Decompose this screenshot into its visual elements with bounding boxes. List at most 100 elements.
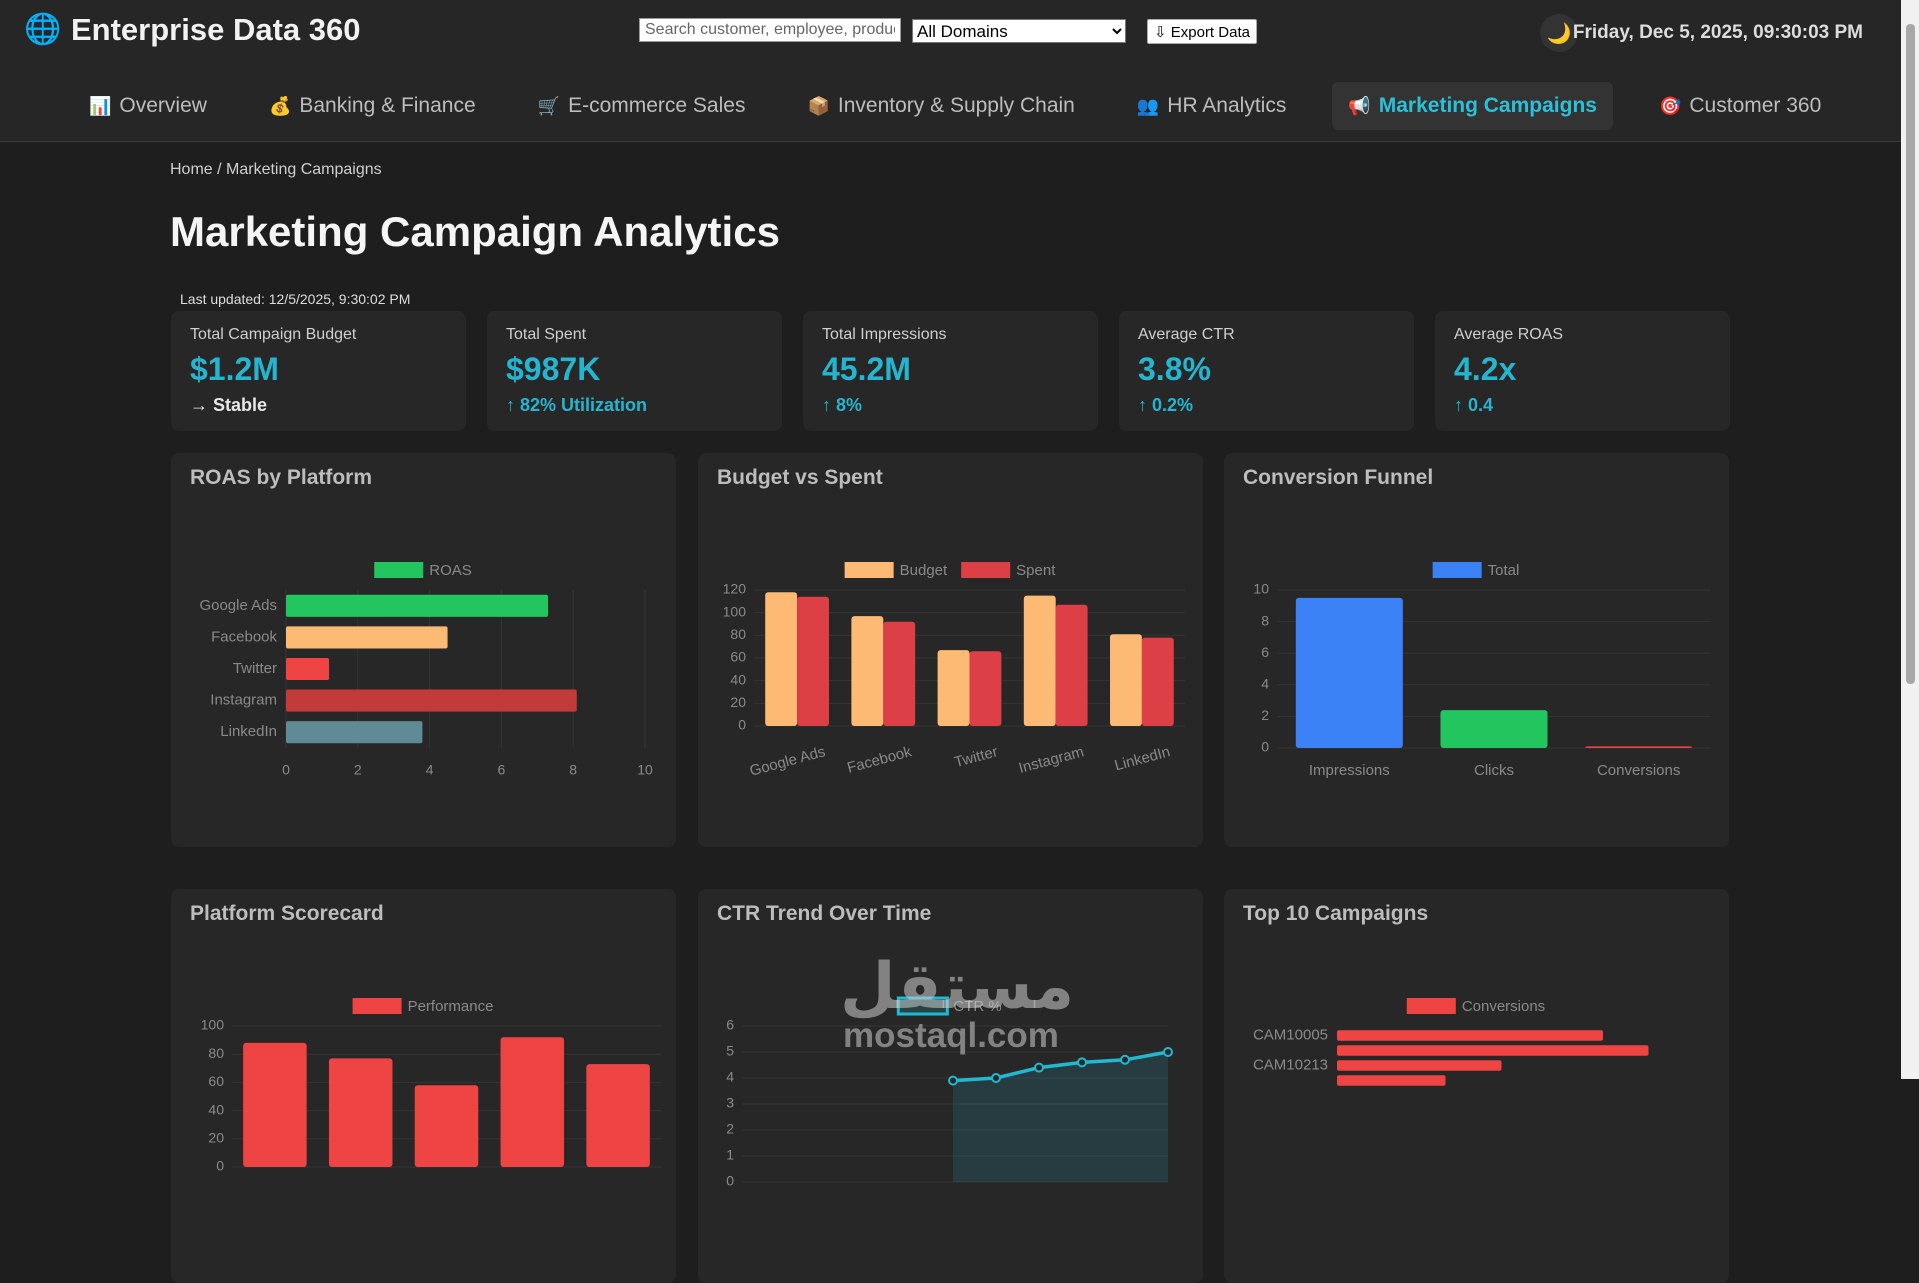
nav-label[interactable]: Banking & Finance	[299, 94, 476, 117]
y-tick-label: 0	[726, 1173, 734, 1189]
dashboard: 🌐 Enterprise Data 360 All Domains ⇩ Expo…	[0, 0, 1919, 1189]
bar	[1023, 595, 1056, 726]
kpi-delta: ↑ 82% Utilization	[506, 395, 648, 415]
nav-icon[interactable]: 👥	[1136, 95, 1160, 116]
y-tick-label: 4	[726, 1069, 734, 1085]
bar	[1110, 634, 1142, 726]
nav-label[interactable]: Inventory & Supply Chain	[837, 94, 1075, 117]
nav-tab[interactable]: 🛒 E-commerce Sales	[522, 82, 762, 130]
bar	[1337, 1030, 1603, 1041]
y-tick-label: 0	[216, 1158, 224, 1174]
bar	[969, 651, 1002, 726]
y-tick-label: 100	[723, 603, 747, 619]
x-tick-label: LinkedIn	[1113, 743, 1172, 774]
point	[1077, 1057, 1087, 1068]
x-tick-label: Twitter	[952, 743, 999, 771]
nav-label[interactable]: Marketing Campaigns	[1378, 94, 1597, 117]
y-tick-label: Twitter	[233, 660, 277, 677]
kpi-delta: ↑ 0.2%	[1138, 395, 1194, 415]
breadcrumb: Home / Marketing Campaigns	[170, 161, 382, 178]
bar	[286, 594, 549, 617]
chart: Total 0 2 4 6 8 10 Impressions Clicks Conversions	[1253, 562, 1711, 779]
nav-tab[interactable]: 📊 Overview	[73, 82, 223, 130]
nav-tab[interactable]: 🎯 Customer 360	[1643, 82, 1837, 130]
kpi-value: $1.2M	[190, 351, 279, 387]
nav-icon[interactable]: 📦	[807, 95, 830, 116]
y-tick-label: LinkedIn	[220, 723, 277, 740]
nav-tab[interactable]: 👥 HR Analytics	[1121, 82, 1302, 130]
y-tick-label: CAM10005	[1253, 1026, 1328, 1043]
nav-label[interactable]: E-commerce Sales	[568, 94, 746, 117]
chart: CTR % 0 1 2 3 4 5 6	[726, 996, 1173, 1189]
nav-tab[interactable]: 📢 Marketing Campaigns	[1332, 82, 1613, 130]
x-tick-label: Conversions	[1597, 762, 1680, 779]
x-tick-label: Clicks	[1474, 762, 1514, 779]
y-tick-label: CAM10213	[1253, 1056, 1328, 1073]
line	[952, 1050, 1169, 1083]
chart-card: Performance 0 20 40 60 80 100 Platform Scorecar…	[171, 889, 676, 1283]
kpi-label: Average ROAS	[1454, 326, 1564, 343]
logo-icon: 🌐	[24, 13, 62, 46]
y-tick-label: 2	[1261, 707, 1269, 723]
nav-icon[interactable]: 🛒	[537, 95, 561, 116]
nav-icon[interactable]: 📢	[1348, 95, 1371, 116]
bar	[586, 1064, 650, 1167]
y-tick-label: 3	[726, 1095, 734, 1111]
export-button[interactable]: ⇩ Export Data	[1147, 19, 1257, 44]
point	[1034, 1062, 1044, 1073]
legend-label: Spent	[1016, 562, 1056, 579]
bar	[883, 621, 916, 726]
chart-title: Top 10 Campaigns	[1243, 902, 1429, 925]
bar	[286, 721, 423, 744]
chart-title: ROAS by Platform	[190, 466, 373, 489]
chart-card: CTR % 0 1 2 3 4 5 6 CTR Trend Over Time	[698, 889, 1203, 1283]
legend-swatch	[896, 996, 949, 1016]
x-tick-label: 0	[282, 762, 290, 778]
y-tick-label: 80	[730, 626, 746, 642]
theme-toggle[interactable]: 🌙	[1540, 14, 1578, 52]
chart: ROAS 0 2 4 6 8 10 Google Ads Facebook Twitter Inst…	[199, 562, 653, 778]
nav-label[interactable]: HR Analytics	[1167, 94, 1287, 117]
legend-swatch	[352, 998, 402, 1014]
nav-tab[interactable]: 💰 Banking & Finance	[253, 82, 492, 130]
chart-title: Budget vs Spent	[717, 466, 883, 489]
x-tick-label: Google Ads	[748, 743, 827, 779]
kpi-card: Total Impressions 45.2M ↑ 8%	[803, 311, 1098, 431]
x-tick-label: 10	[637, 762, 653, 778]
nav-icon[interactable]: 🎯	[1658, 95, 1682, 116]
bar	[243, 1042, 307, 1167]
bar	[286, 689, 577, 712]
x-tick-label: Facebook	[845, 743, 914, 777]
chart-card: ROAS 0 2 4 6 8 10 Google Ads Facebook Twitter Inst…	[171, 453, 676, 847]
kpi-card: Average ROAS 4.2x ↑ 0.4	[1435, 311, 1730, 431]
page-title: Marketing Campaign Analytics	[170, 208, 780, 255]
bar	[500, 1037, 565, 1167]
watermark: مستقل	[840, 950, 1075, 1024]
nav-label[interactable]: Overview	[119, 94, 207, 117]
kpi-card: Average CTR 3.8% ↑ 0.2%	[1119, 311, 1414, 431]
scrollbar-thumb[interactable]	[1906, 24, 1915, 684]
y-tick-label: 6	[1261, 644, 1269, 660]
y-tick-label: 120	[723, 581, 747, 597]
nav-icon[interactable]: 📊	[89, 95, 112, 116]
nav-tab[interactable]: 📦 Inventory & Supply Chain	[791, 82, 1090, 130]
nav-icon[interactable]: 💰	[268, 95, 292, 116]
kpi-delta: → Stable	[190, 395, 268, 415]
datetime: Friday, Dec 5, 2025, 09:30:03 PM	[1572, 22, 1863, 43]
page: Marketing Campaign Analytics { "header":…	[0, 0, 1919, 1189]
legend-label: Total	[1488, 562, 1520, 579]
nav-bar: 📊 Overview 💰 Banking & Finance 🛒 E-commerce S…	[73, 82, 1837, 130]
x-tick-label: Impressions	[1309, 762, 1390, 779]
point	[1163, 1047, 1173, 1057]
y-tick-label: 1	[726, 1147, 734, 1163]
search-input[interactable]	[639, 18, 901, 42]
domain-select[interactable]: All Domains	[912, 19, 1126, 43]
y-tick-label: 60	[208, 1073, 224, 1089]
y-tick-label: 100	[201, 1017, 225, 1033]
y-tick-label: 40	[730, 671, 746, 687]
kpi-card: Total Campaign Budget $1.2M → Stable	[171, 311, 466, 431]
nav-label[interactable]: Customer 360	[1689, 94, 1822, 117]
y-tick-label: 10	[1253, 581, 1269, 597]
bar	[937, 650, 970, 726]
kpi-label: Total Impressions	[822, 326, 947, 343]
